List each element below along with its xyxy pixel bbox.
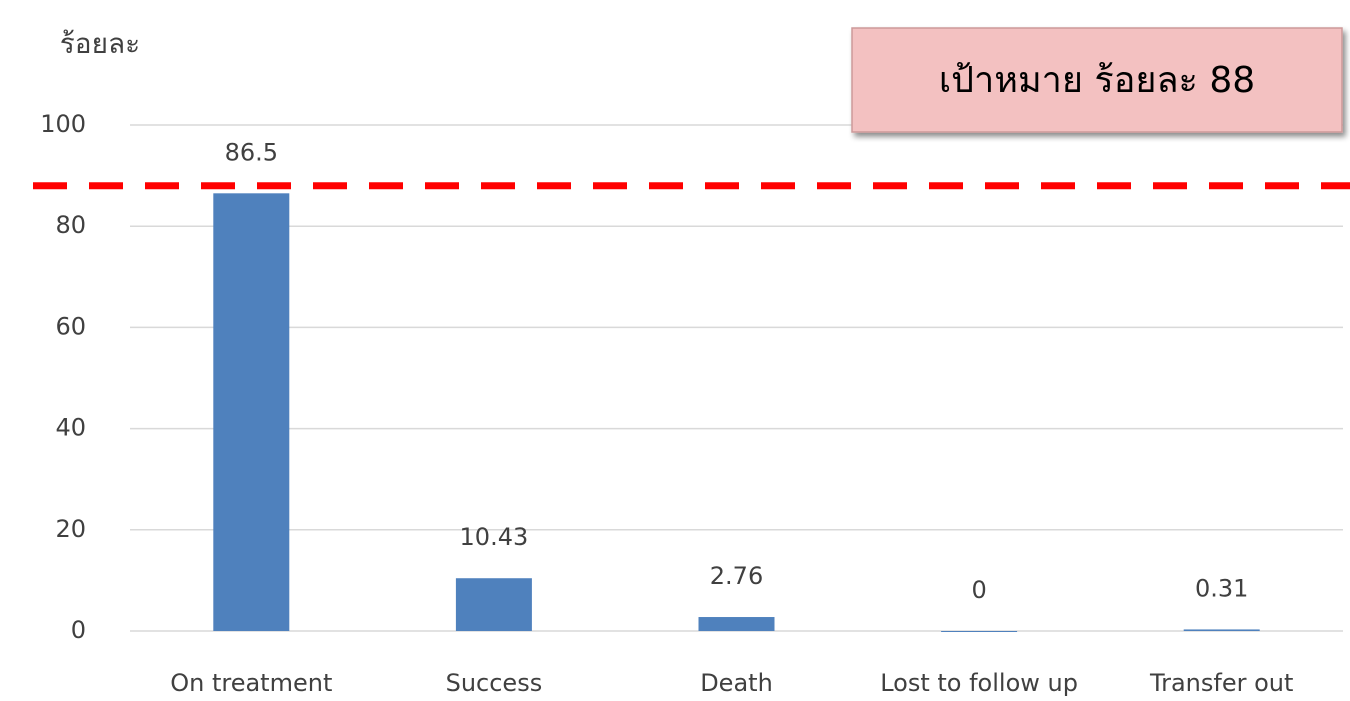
plot-area: 0 20 40 60 80 100 On treatment 86.5 Success 10.43… xyxy=(33,110,1350,697)
bar xyxy=(455,578,532,631)
data-label: 10.43 xyxy=(460,523,529,551)
y-tick-label: 0 xyxy=(71,616,86,644)
x-tick-label: Success xyxy=(446,669,543,697)
bar xyxy=(941,631,1018,632)
bar xyxy=(698,617,775,631)
data-label: 86.5 xyxy=(225,138,278,166)
y-tick-label: 60 xyxy=(55,312,86,340)
y-axis-label: ร้อยละ xyxy=(60,27,140,60)
y-tick-label: 20 xyxy=(55,515,86,543)
x-tick-label: Death xyxy=(700,669,773,697)
data-label: 2.76 xyxy=(710,562,763,590)
x-tick-label: Transfer out xyxy=(1149,669,1293,697)
x-tick-label: Lost to follow up xyxy=(880,669,1078,697)
bar xyxy=(213,193,290,631)
data-label: 0 xyxy=(971,576,986,604)
x-tick-label: On treatment xyxy=(170,669,332,697)
y-tick-label: 40 xyxy=(55,414,86,442)
y-tick-label: 100 xyxy=(40,110,86,138)
data-label: 0.31 xyxy=(1195,574,1248,602)
y-tick-label: 80 xyxy=(55,211,86,239)
annotation: เป้าหมาย ร้อยละ 88 xyxy=(939,60,1255,101)
bar xyxy=(1183,629,1260,631)
annotation-box xyxy=(851,27,1343,133)
